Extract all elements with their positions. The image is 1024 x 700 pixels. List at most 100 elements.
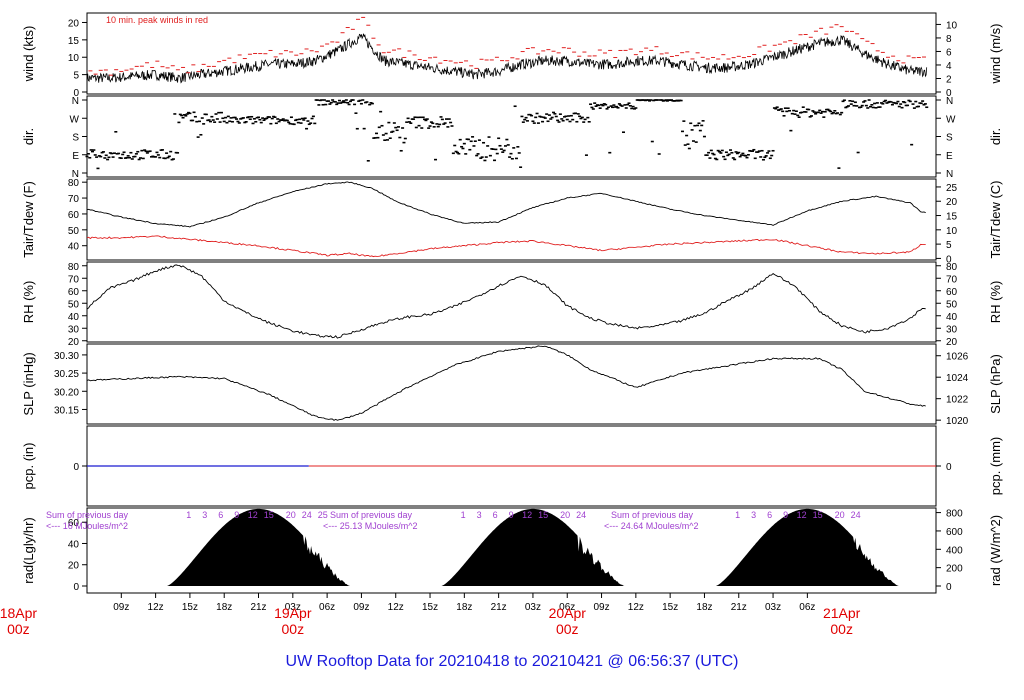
y2-tick-label: 1020 [946, 416, 969, 427]
solar-hour-mark: 24 [576, 510, 586, 520]
y-tick-label: 50 [68, 226, 80, 237]
y-tick-label: 60 [68, 518, 80, 529]
y-tick-label: 60 [68, 210, 80, 221]
x-tick-label: 03z [525, 602, 541, 613]
y-tick-label: 0 [73, 88, 79, 99]
x-tick-label: 15z [422, 602, 438, 613]
solar-hour-mark: 15 [264, 510, 274, 520]
y-tick-label: 40 [68, 312, 80, 323]
solar-hour-mark: 20 [835, 510, 845, 520]
y-tick-label: 5 [73, 71, 79, 82]
y-tick-label: 30.20 [54, 387, 79, 398]
day-label-date: 18Apr [0, 605, 37, 621]
y2-tick-label: W [946, 114, 956, 125]
solar-hour-mark: 20 [560, 510, 570, 520]
y-tick-label: 50 [68, 299, 80, 310]
y-axis-label-left: SLP (inHg) [21, 352, 36, 415]
x-tick-label: 15z [182, 602, 198, 613]
day-label-hour: 00z [282, 621, 305, 637]
wind-panel-frame [86, 12, 937, 95]
y2-tick-label: E [946, 151, 953, 162]
y-axis-label-left: wind (kts) [21, 26, 36, 83]
solar-hour-mark: 20 [286, 510, 296, 520]
y-tick-label: E [72, 151, 79, 162]
y2-tick-label: 1022 [946, 395, 969, 406]
prev-day-sum-value: <--- 16 MJoules/m^2 [46, 521, 128, 531]
y-axis-label-right: Tair/Tdew (C) [988, 180, 1003, 258]
y-tick-label: 40 [68, 242, 80, 253]
solar-hour-mark: 15 [813, 510, 823, 520]
y-tick-label: 60 [68, 287, 80, 298]
y-axis-label-left: RH (%) [21, 281, 36, 324]
prev-day-sum-title: Sum of previous day [330, 510, 413, 520]
air-temperature-line [86, 181, 926, 228]
direction-panel-frame [86, 95, 937, 178]
y-tick-label: 0 [73, 462, 79, 473]
y-axis-label-right: RH (%) [988, 281, 1003, 324]
chart-title: UW Rooftop Data for 20210418 to 20210421… [286, 653, 739, 670]
y-tick-label: 70 [68, 194, 80, 205]
solar-hour-mark: 3 [751, 510, 756, 520]
y2-tick-label: 50 [946, 299, 958, 310]
x-tick-label: 06z [799, 602, 815, 613]
slp-panel-frame [86, 343, 937, 425]
y-tick-label: 20 [68, 337, 80, 348]
day-label-date: 19Apr [274, 605, 312, 621]
y-tick-label: 0 [73, 582, 79, 593]
y2-tick-label: 600 [946, 527, 963, 538]
y-axis-label-left: pcp. (in) [21, 443, 36, 490]
y2-tick-label: S [946, 133, 953, 144]
y-axis-label-right: dir. [988, 128, 1003, 145]
x-tick-label: 15z [662, 602, 678, 613]
radiation-panel-frame [86, 507, 937, 594]
y-tick-label: S [72, 133, 79, 144]
y-tick-label: N [72, 96, 79, 107]
y2-tick-label: 400 [946, 545, 963, 556]
rh-panel-frame [86, 261, 937, 343]
y-tick-label: 10 [68, 53, 80, 64]
x-tick-label: 18z [216, 602, 232, 613]
day-label-hour: 00z [7, 621, 30, 637]
y2-tick-label: 70 [946, 274, 958, 285]
y2-tick-label: 0 [946, 254, 952, 265]
y2-tick-label: 60 [946, 287, 958, 298]
solar-hour-mark: 1 [186, 510, 191, 520]
y-axis-label-right: pcp. (mm) [988, 437, 1003, 496]
solar-hour-mark: 6 [493, 510, 498, 520]
solar-hour-mark: 12 [522, 510, 532, 520]
y-tick-label: N [72, 169, 79, 180]
solar-hour-mark: 3 [477, 510, 482, 520]
solar-hour-mark: 6 [218, 510, 223, 520]
solar-hour-mark: 25 [318, 510, 328, 520]
y-axis-label-right: rad (W/m^2) [988, 515, 1003, 586]
y-axis-label-left: Tair/Tdew (F) [21, 181, 36, 258]
x-tick-label: 18z [696, 602, 712, 613]
prev-day-sum-title: Sum of previous day [46, 510, 129, 520]
y2-tick-label: N [946, 96, 953, 107]
y2-tick-label: 5 [946, 240, 952, 251]
solar-hour-mark: 9 [234, 510, 239, 520]
solar-hour-mark: 9 [509, 510, 514, 520]
x-tick-label: 21z [250, 602, 266, 613]
prev-day-sum-value: <--- 25.13 MJoules/m^2 [323, 521, 418, 531]
y-tick-label: 15 [68, 36, 80, 47]
solar-hour-mark: 9 [783, 510, 788, 520]
y2-tick-label: 1026 [946, 352, 969, 363]
x-tick-label: 18z [456, 602, 472, 613]
x-tick-label: 06z [559, 602, 575, 613]
y-tick-label: 30 [68, 324, 80, 335]
y-tick-label: W [70, 114, 80, 125]
day-label-hour: 00z [830, 621, 853, 637]
y-axis-label-left: rad(Lgly/hr) [21, 517, 36, 583]
y-tick-label: 80 [68, 262, 80, 273]
y2-tick-label: 20 [946, 197, 958, 208]
y2-tick-label: 200 [946, 564, 963, 575]
wind-speed-line [86, 33, 928, 84]
y2-tick-label: 4 [946, 61, 952, 72]
dewpoint-line [86, 235, 926, 258]
solar-hour-mark: 3 [202, 510, 207, 520]
x-tick-label: 09z [353, 602, 369, 613]
y2-tick-label: 0 [946, 582, 952, 593]
y2-tick-label: N [946, 169, 953, 180]
